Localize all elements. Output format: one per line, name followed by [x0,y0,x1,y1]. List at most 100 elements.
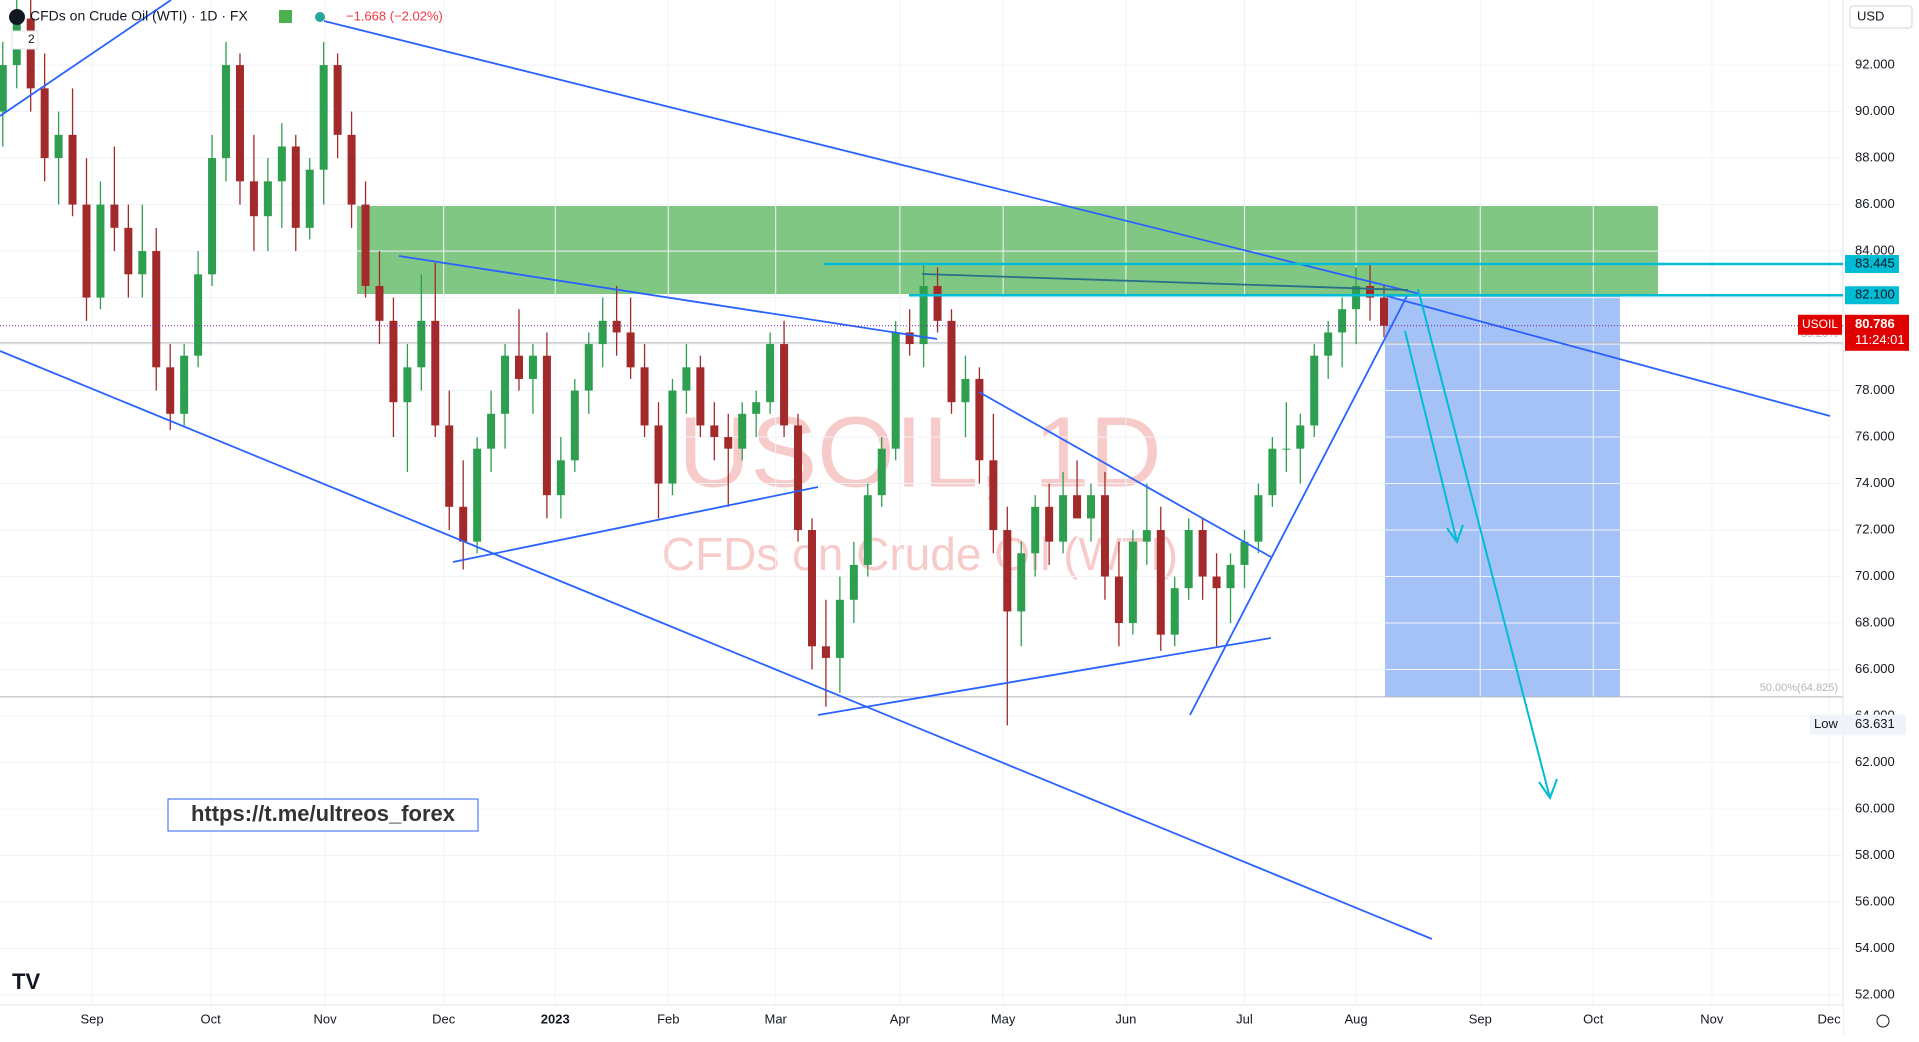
candle-body [696,367,705,426]
candle-body [1212,576,1221,589]
candle-body [989,460,998,531]
candle-body [835,599,844,658]
arrow-head [1538,778,1558,801]
candle-body [752,402,761,414]
last-price-label: 80.786 [1855,316,1895,331]
candle-body [807,530,816,647]
y-tick-label: 74.000 [1855,475,1895,490]
candle-body [1226,564,1235,589]
candle-body [1114,576,1123,624]
candle-body [919,285,928,345]
candle-body [333,65,342,135]
candle-body [794,425,803,531]
projection-arrows [1404,288,1558,801]
candle-body [54,134,63,159]
x-tick-label: 2023 [541,1011,570,1026]
candle-body [291,146,300,228]
level-label: 83.445 [1855,255,1895,270]
y-tick-label: 70.000 [1855,568,1895,583]
candle-body [947,320,956,403]
candle-body [1100,495,1109,577]
y-tick-label: 92.000 [1855,57,1895,72]
candle-body [514,355,523,379]
candle-body [1268,448,1277,496]
candle-body [1003,530,1012,612]
candle-body [654,425,663,484]
link-box[interactable] [167,798,479,832]
candle-body [849,564,858,600]
candle-body [166,367,175,414]
candle-body [180,355,189,414]
status-icon [279,10,292,23]
candle-body [152,251,161,368]
candle-body [1059,495,1068,542]
trendlines [0,0,1831,940]
candles [0,0,1388,726]
candle-body [194,274,203,356]
y-tick-label: 68.000 [1855,614,1895,629]
candle-body [417,320,426,368]
y-tick-label: 76.000 [1855,428,1895,443]
link[interactable]: https://t.me/ultreos_forex [191,801,456,826]
settings-icon[interactable] [1876,1014,1890,1028]
time-axis [0,1005,1843,1037]
currency-select[interactable] [1849,5,1913,29]
candle-body [668,390,677,484]
candle-body [640,367,649,426]
countdown: 11:24:01 [1855,332,1905,347]
candle-body [975,378,984,461]
x-tick-label: Nov [1700,1011,1724,1026]
candle-body [1282,448,1291,450]
target-zone [1385,294,1620,697]
candle-body [445,425,454,507]
candle-body [570,390,579,461]
candle-body [249,181,258,217]
indicator-toggle[interactable] [11,30,39,50]
candle-body [556,460,565,496]
candle-body [1031,506,1040,554]
currency: USD [1857,8,1884,23]
candle-body [1310,355,1319,426]
low-label: 63.631 [1855,716,1895,731]
candle-body [891,332,900,449]
candle-body [933,285,942,321]
y-tick-label: 66.000 [1855,661,1895,676]
watermark-title: USOIL, 1D [678,396,1162,508]
candle-body [877,448,886,496]
y-tick-label: 88.000 [1855,150,1895,165]
candle-body [961,378,970,403]
candle-body [1142,530,1151,542]
candle-body [375,285,384,321]
x-tick-label: Feb [657,1011,679,1026]
candle-body [710,425,719,438]
candle-body [361,204,370,286]
y-tick-label: 54.000 [1855,940,1895,955]
trendline [0,0,172,117]
candle-body [766,344,775,403]
candle-body [277,146,286,182]
x-tick-label: Oct [1583,1011,1604,1026]
symbol-label: USOIL [1802,317,1838,331]
candle-body [319,65,328,170]
trendline [452,486,819,563]
indicator-count: 2 [28,32,35,46]
y-tick-label: 86.000 [1855,196,1895,211]
level-badge [1845,286,1899,305]
candle-body [626,332,635,368]
x-tick-label: Dec [432,1011,456,1026]
trendline [978,391,1272,558]
candle-body [305,169,314,228]
watermark: USOIL, 1D CFDs on Crude Oil (WTI) [662,396,1178,580]
status-dot [315,12,325,22]
low-name: Low [1814,716,1838,731]
level-badge [1845,254,1899,273]
candle-body [1338,309,1347,333]
x-tick-label: Sep [81,1011,104,1026]
candle-body [403,367,412,403]
candle-body [1170,588,1179,635]
trendline [817,637,1272,716]
level-label: 82.100 [1855,287,1895,302]
candle-body [501,355,510,414]
x-tick-label: Dec [1817,1011,1841,1026]
